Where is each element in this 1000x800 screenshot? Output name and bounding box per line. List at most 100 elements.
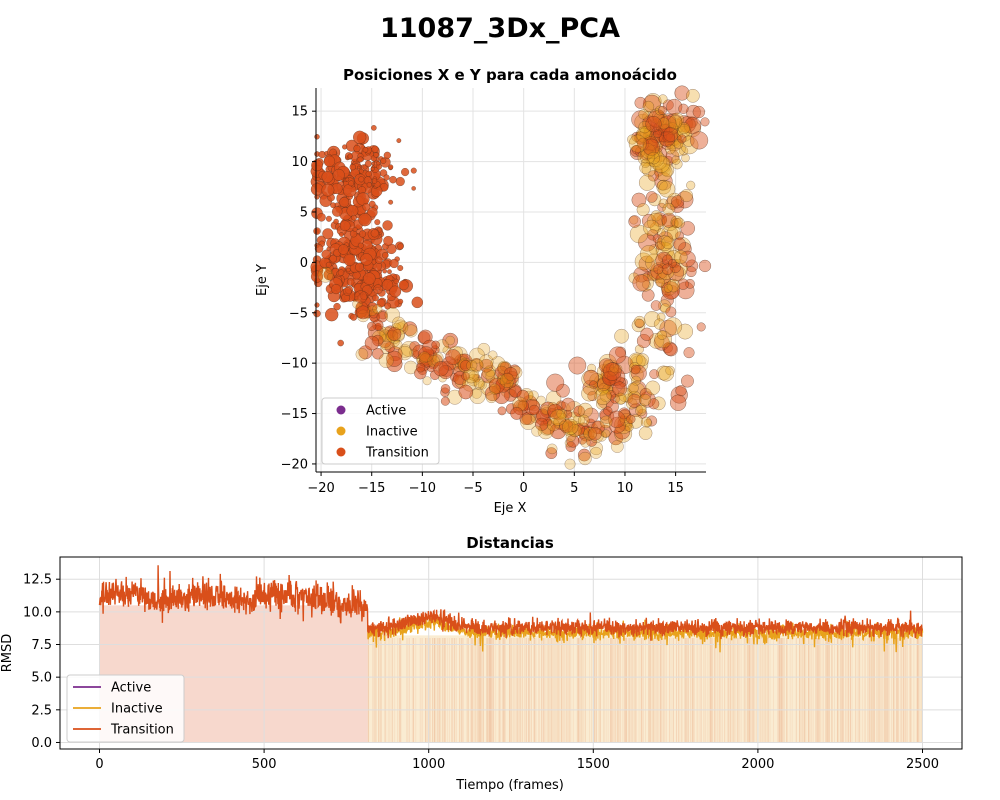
band-transition-slice [884,637,886,743]
band-transition-slice [438,637,440,743]
scatter-point [664,317,683,336]
scatter-point [680,374,694,388]
band-transition-slice [376,637,377,743]
band-transition-slice [720,637,722,743]
scatter-point [647,151,660,165]
scatter-point [636,333,651,349]
scatter-point [347,153,353,159]
scatter-point [662,254,674,266]
band-transition-slice [901,637,903,743]
scatter-point [686,180,696,190]
y-tick-label: 10 [291,155,308,170]
band-transition-slice [554,637,555,743]
scatter-point [673,237,686,251]
band-transition-slice [549,637,551,743]
scatter-point [634,318,645,329]
band-transition-slice [569,637,571,743]
band-transition-slice [897,637,899,743]
band-transition-slice [649,637,651,743]
band-transition-slice [557,637,559,743]
band-transition-slice [801,637,803,743]
band-transition-slice [547,637,549,743]
band-transition-slice [660,637,662,743]
scatter-point [669,261,681,274]
band-transition-slice [901,637,902,743]
scatter-point [397,264,404,272]
scatter-point [696,322,706,332]
scatter-point [372,348,384,360]
band-transition-slice [397,637,398,743]
band-transition-slice [837,637,839,743]
scatter-point [578,451,592,466]
band-transition-slice [582,637,583,743]
band-transition-slice [796,637,798,743]
band-transition-slice [837,637,839,743]
band-transition-slice [572,637,574,743]
scatter-point [364,335,380,351]
band-transition-slice [563,637,564,743]
x-tick-label: 500 [252,757,277,772]
band-transition-slice [550,637,552,743]
scatter-point [528,390,539,401]
band-transition-slice [512,637,514,743]
scatter-point [628,403,643,418]
scatter-point [663,126,679,142]
band-transition-slice [495,637,497,743]
band-transition-slice [502,637,504,743]
band-transition-slice [762,637,763,743]
scatter-point [549,409,567,426]
band-transition-slice [578,637,579,743]
band-transition-slice [426,637,428,743]
scatter-point [653,318,666,330]
band-transition-slice [480,637,482,743]
band-transition-slice [753,637,755,743]
scatter-point [640,327,654,341]
scatter-point [440,384,451,394]
scatter-point [639,393,652,407]
band-transition-slice [482,637,483,743]
scatter-point [661,212,677,228]
scatter-point [636,353,650,367]
band-transition-slice [873,637,874,743]
band-transition-slice [878,637,880,743]
band-transition-slice [812,637,814,743]
band-transition-slice [769,637,771,743]
scatter-point [658,299,671,313]
band-transition-slice [804,637,805,743]
x-tick-label: 1500 [577,757,610,772]
band-transition-slice [711,637,712,743]
band-transition-slice [848,637,849,743]
scatter-point [469,347,486,364]
band-transition-slice [648,637,649,743]
band-transition-slice [708,637,710,743]
scatter-point [357,156,364,163]
scatter-point [673,250,688,264]
band-transition-slice [543,637,545,743]
band-transition-slice [534,637,536,743]
band-transition-slice [466,637,468,743]
band-transition-slice [374,637,375,743]
band-transition-slice [459,637,460,743]
band-transition-slice [692,637,693,743]
band-transition-slice [913,637,915,743]
band-transition-slice [909,637,910,743]
band-transition-slice [390,637,392,743]
scatter-point [642,138,660,156]
scatter-point [597,377,611,392]
scatter-point [627,134,638,145]
scatter-point [674,217,685,229]
scatter-point [339,232,344,237]
band-transition-slice [528,637,530,743]
scatter-y-ticks: −20 −15 −10 −5 0 5 10 15 [281,105,316,472]
band-transition-slice [782,637,783,743]
scatter-point [656,312,666,322]
x-tick-label: 5 [570,481,578,496]
band-transition-slice [779,637,781,743]
band-transition-slice [367,637,369,743]
scatter-point [310,270,324,283]
band-transition-slice [869,637,871,743]
scatter-point [583,369,600,386]
band-transition-slice [818,637,820,743]
scatter-point [317,212,326,222]
band-transition-slice [437,637,439,743]
